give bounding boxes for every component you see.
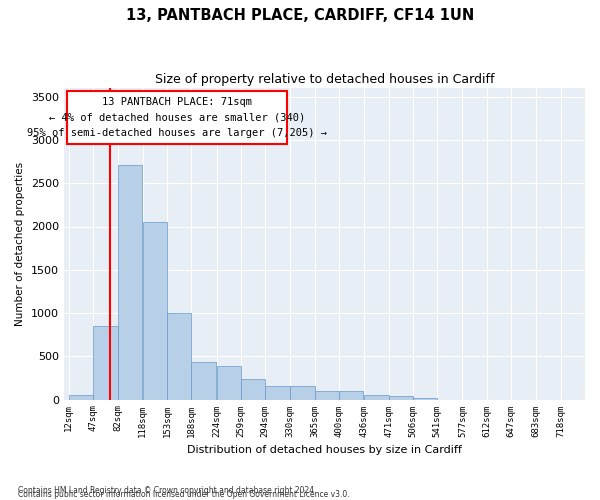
Bar	[290, 386, 315, 400]
Text: 13 PANTBACH PLACE: 71sqm
← 4% of detached houses are smaller (340)
95% of semi-d: 13 PANTBACH PLACE: 71sqm ← 4% of detache…	[27, 97, 327, 138]
Bar	[265, 386, 290, 400]
Text: Contains public sector information licensed under the Open Government Licence v3: Contains public sector information licen…	[18, 490, 350, 499]
Text: Contains HM Land Registry data © Crown copyright and database right 2024.: Contains HM Land Registry data © Crown c…	[18, 486, 317, 495]
Text: 13, PANTBACH PLACE, CARDIFF, CF14 1UN: 13, PANTBACH PLACE, CARDIFF, CF14 1UN	[126, 8, 474, 22]
Title: Size of property relative to detached houses in Cardiff: Size of property relative to detached ho…	[155, 72, 494, 86]
Bar	[143, 222, 167, 400]
Bar	[413, 398, 437, 400]
FancyBboxPatch shape	[67, 90, 287, 144]
Y-axis label: Number of detached properties: Number of detached properties	[16, 162, 25, 326]
Bar	[191, 362, 216, 400]
Bar	[69, 395, 93, 400]
Bar	[167, 312, 191, 400]
Bar	[389, 396, 413, 400]
X-axis label: Distribution of detached houses by size in Cardiff: Distribution of detached houses by size …	[187, 445, 462, 455]
Bar	[118, 165, 142, 400]
Bar	[339, 392, 364, 400]
Bar	[217, 366, 241, 400]
Bar	[364, 395, 389, 400]
Bar	[241, 379, 265, 400]
Bar	[93, 326, 118, 400]
Bar	[315, 391, 339, 400]
